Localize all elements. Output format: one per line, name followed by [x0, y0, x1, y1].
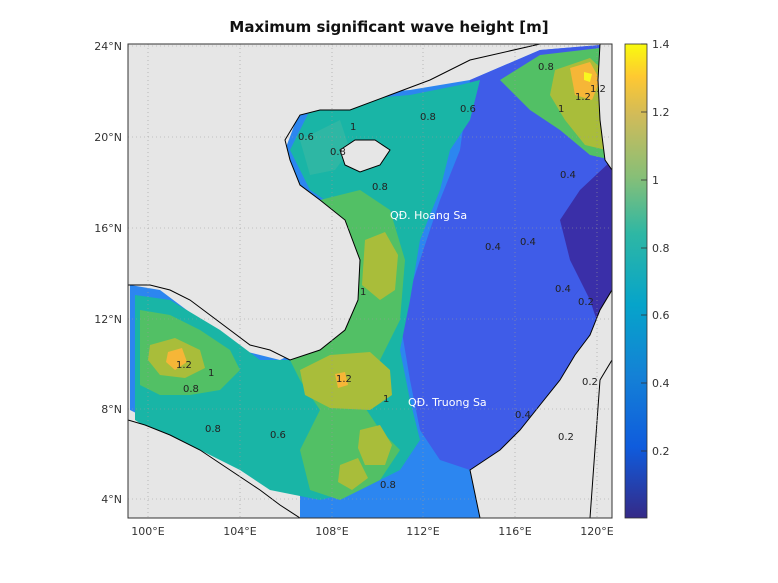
land-hainan — [339, 139, 391, 173]
contour-label: 0.2 — [582, 377, 598, 388]
land-mindanao — [589, 359, 612, 518]
colorbar-tick-label: 1 — [652, 174, 659, 187]
y-tick-label: 16°N — [94, 222, 122, 235]
contour-label: 0.8 — [538, 62, 554, 73]
contour-label: 0.4 — [520, 237, 536, 248]
peak-central — [335, 372, 348, 388]
annotation-hoang-sa: QĐ. Hoang Sa — [390, 209, 467, 222]
colorbar-tick-label: 1.2 — [652, 106, 670, 119]
x-tick-label: 100°E — [131, 525, 164, 538]
contour-label: 1.2 — [575, 92, 591, 103]
sea-teal-gulf-tonkin — [300, 120, 350, 175]
map-title: Maximum significant wave height [m] — [229, 18, 549, 36]
contour-label: 0.2 — [558, 432, 574, 443]
x-tick-label: 116°E — [498, 525, 531, 538]
sea-yg-south — [358, 425, 392, 465]
y-axis: 24°N 20°N 16°N 12°N 8°N 4°N — [94, 40, 122, 506]
sea-teal-band — [135, 80, 480, 500]
land-luzon — [597, 44, 612, 171]
y-tick-label: 24°N — [94, 40, 122, 53]
contour-label: 0.2 — [578, 297, 594, 308]
contour-label: 0.8 — [183, 384, 199, 395]
colorbar-tick-label: 0.2 — [652, 445, 670, 458]
contour-label: 0.8 — [330, 147, 346, 158]
colorbar-gradient — [624, 43, 648, 519]
x-tick-label: 104°E — [223, 525, 256, 538]
contour-label: 0.4 — [485, 242, 501, 253]
land-malay-borneo — [128, 419, 301, 518]
colorbar-tick-label: 0.8 — [652, 242, 670, 255]
peak-luzon-max — [584, 72, 592, 82]
contour-label: 1.2 — [590, 84, 606, 95]
peak-gulf-thailand — [166, 348, 187, 370]
contour-label: 1 — [360, 287, 366, 298]
contour-label: 0.4 — [515, 410, 531, 421]
contour-label: 0.6 — [298, 132, 314, 143]
sea-yg-south2 — [338, 458, 368, 490]
colorbar: 1.4 1.2 1 0.8 0.6 0.4 0.2 — [624, 38, 670, 519]
contour-label: 1.2 — [176, 360, 192, 371]
sea-yg-central-north — [362, 232, 398, 300]
y-tick-label: 8°N — [101, 403, 122, 416]
contour-label: 0.8 — [380, 480, 396, 491]
wave-field — [128, 44, 612, 518]
contour-label: 0.8 — [420, 112, 436, 123]
annotation-truong-sa: QĐ. Truong Sa — [408, 396, 487, 409]
x-tick-label: 112°E — [406, 525, 439, 538]
contour-label: 1 — [558, 104, 564, 115]
colorbar-tick-label: 0.4 — [652, 377, 670, 390]
contour-label: 1 — [208, 368, 214, 379]
graticule — [128, 44, 612, 518]
contour-label: 1 — [383, 394, 389, 405]
peak-luzon — [570, 62, 600, 100]
contour-labels: 0.6 0.8 1 1.2 0.6 0.8 0.4 0.4 0.4 0.2 0.… — [176, 62, 606, 491]
x-tick-label: 120°E — [580, 525, 613, 538]
land-indochina-china — [128, 44, 541, 361]
colorbar-tick-label: 1.4 — [652, 38, 670, 51]
map-frame — [127, 43, 613, 519]
contour-label: 0.4 — [560, 170, 576, 181]
y-tick-label: 4°N — [101, 493, 122, 506]
contour-label: 0.4 — [555, 284, 571, 295]
contour-label: 0.6 — [460, 104, 476, 115]
y-tick-label: 20°N — [94, 131, 122, 144]
x-tick-label: 108°E — [315, 525, 348, 538]
land-borneo-palawan — [469, 289, 612, 518]
contour-label: 0.6 — [270, 430, 286, 441]
colorbar-tick-label: 0.6 — [652, 309, 670, 322]
y-tick-label: 12°N — [94, 313, 122, 326]
contour-label: 0.8 — [205, 424, 221, 435]
x-axis: 100°E 104°E 108°E 112°E 116°E 120°E — [131, 525, 613, 538]
contour-label: 0.8 — [372, 182, 388, 193]
contour-label: 1.2 — [336, 374, 352, 385]
contour-label: 1 — [350, 122, 356, 133]
